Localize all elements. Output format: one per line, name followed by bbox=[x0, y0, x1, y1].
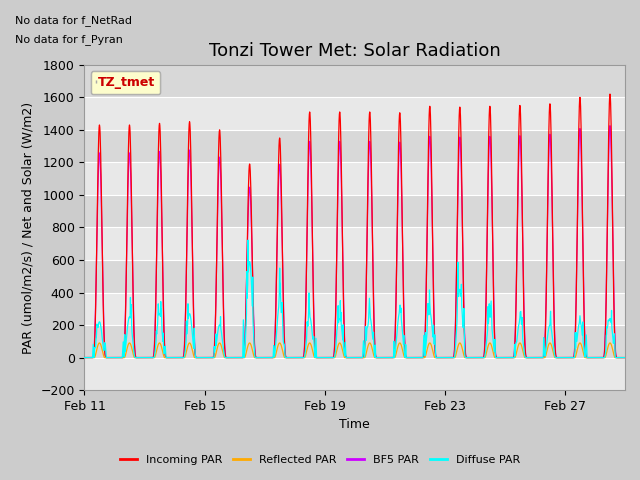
Bar bbox=[84, 65, 625, 97]
Title: Tonzi Tower Met: Solar Radiation: Tonzi Tower Met: Solar Radiation bbox=[209, 42, 500, 60]
Legend: TZ_tmet: TZ_tmet bbox=[91, 71, 161, 94]
Bar bbox=[84, 130, 625, 162]
Text: No data for f_Pyran: No data for f_Pyran bbox=[15, 35, 123, 45]
Bar bbox=[84, 228, 625, 260]
Bar bbox=[84, 292, 625, 325]
Bar bbox=[84, 358, 625, 390]
Bar bbox=[84, 97, 625, 130]
Bar bbox=[84, 260, 625, 292]
Bar bbox=[84, 162, 625, 195]
Text: No data for f_NetRad: No data for f_NetRad bbox=[15, 15, 132, 26]
X-axis label: Time: Time bbox=[339, 419, 370, 432]
Y-axis label: PAR (umol/m2/s) / Net and Solar (W/m2): PAR (umol/m2/s) / Net and Solar (W/m2) bbox=[22, 101, 35, 354]
Bar bbox=[84, 195, 625, 228]
Bar bbox=[84, 325, 625, 358]
Legend: Incoming PAR, Reflected PAR, BF5 PAR, Diffuse PAR: Incoming PAR, Reflected PAR, BF5 PAR, Di… bbox=[116, 451, 524, 469]
